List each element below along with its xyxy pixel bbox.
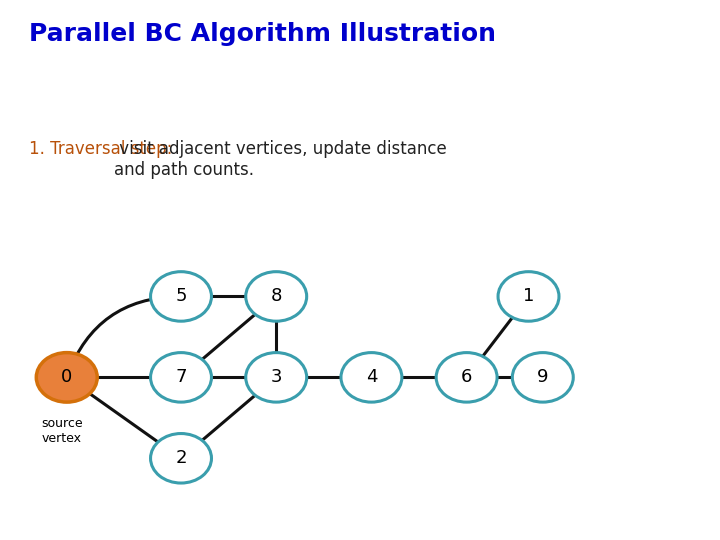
Ellipse shape bbox=[436, 353, 497, 402]
Ellipse shape bbox=[246, 272, 307, 321]
Text: 1: 1 bbox=[523, 287, 534, 306]
Text: 0: 0 bbox=[61, 368, 73, 386]
Ellipse shape bbox=[36, 353, 97, 402]
Text: 7: 7 bbox=[175, 368, 186, 386]
Ellipse shape bbox=[513, 353, 573, 402]
Ellipse shape bbox=[150, 434, 212, 483]
Text: visit adjacent vertices, update distance
and path counts.: visit adjacent vertices, update distance… bbox=[114, 140, 446, 179]
Text: 4: 4 bbox=[366, 368, 377, 386]
Text: 1. Traversal step:: 1. Traversal step: bbox=[29, 140, 172, 158]
Text: 3: 3 bbox=[271, 368, 282, 386]
Ellipse shape bbox=[498, 272, 559, 321]
Text: 5: 5 bbox=[175, 287, 186, 306]
Ellipse shape bbox=[150, 353, 212, 402]
Ellipse shape bbox=[150, 272, 212, 321]
Ellipse shape bbox=[246, 353, 307, 402]
Text: 8: 8 bbox=[271, 287, 282, 306]
FancyArrowPatch shape bbox=[68, 296, 179, 375]
Text: Parallel BC Algorithm Illustration: Parallel BC Algorithm Illustration bbox=[29, 22, 496, 45]
Text: 9: 9 bbox=[537, 368, 549, 386]
Text: 2: 2 bbox=[175, 449, 186, 467]
Text: 6: 6 bbox=[461, 368, 472, 386]
Ellipse shape bbox=[341, 353, 402, 402]
Text: source
vertex: source vertex bbox=[41, 417, 83, 446]
